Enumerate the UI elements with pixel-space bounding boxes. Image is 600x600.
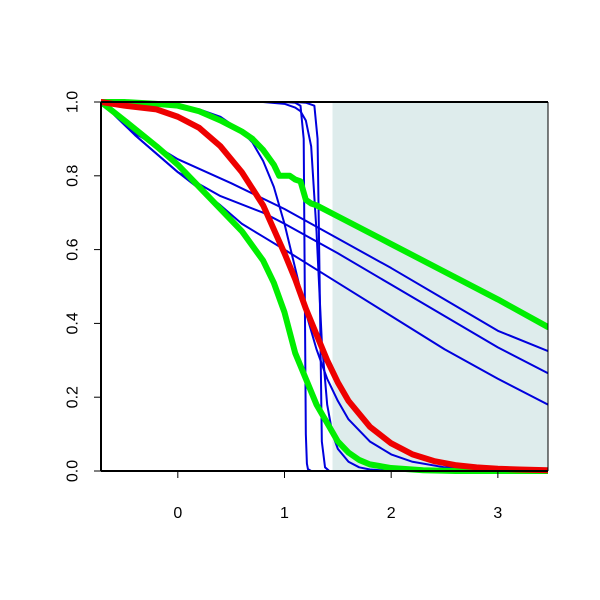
y-tick-label: 1.0 <box>65 91 82 113</box>
shaded-region-layer <box>332 102 548 471</box>
x-tick-label: 1 <box>280 505 289 522</box>
x-ticks-layer: 0 1 2 3 <box>173 471 502 522</box>
green-series-line-9 <box>101 99 548 474</box>
blue-series-line-6 <box>101 101 548 375</box>
y-tick-label: 0.0 <box>65 460 82 482</box>
axis-layer <box>100 101 549 472</box>
y-ticks-layer: 0.0 0.2 0.4 0.6 0.8 1.0 <box>65 91 101 482</box>
y-tick-label: 0.2 <box>65 386 82 408</box>
y-tick-label: 0.4 <box>65 312 82 334</box>
x-tick-label: 3 <box>493 505 502 522</box>
y-tick-label: 0.6 <box>65 238 82 260</box>
red-series-line-10 <box>101 99 548 474</box>
x-tick-label: 0 <box>173 505 182 522</box>
green-series-line-8 <box>101 99 548 331</box>
shaded-region <box>332 102 548 471</box>
y-tick-label: 0.8 <box>65 165 82 187</box>
x-tick-label: 2 <box>387 505 396 522</box>
